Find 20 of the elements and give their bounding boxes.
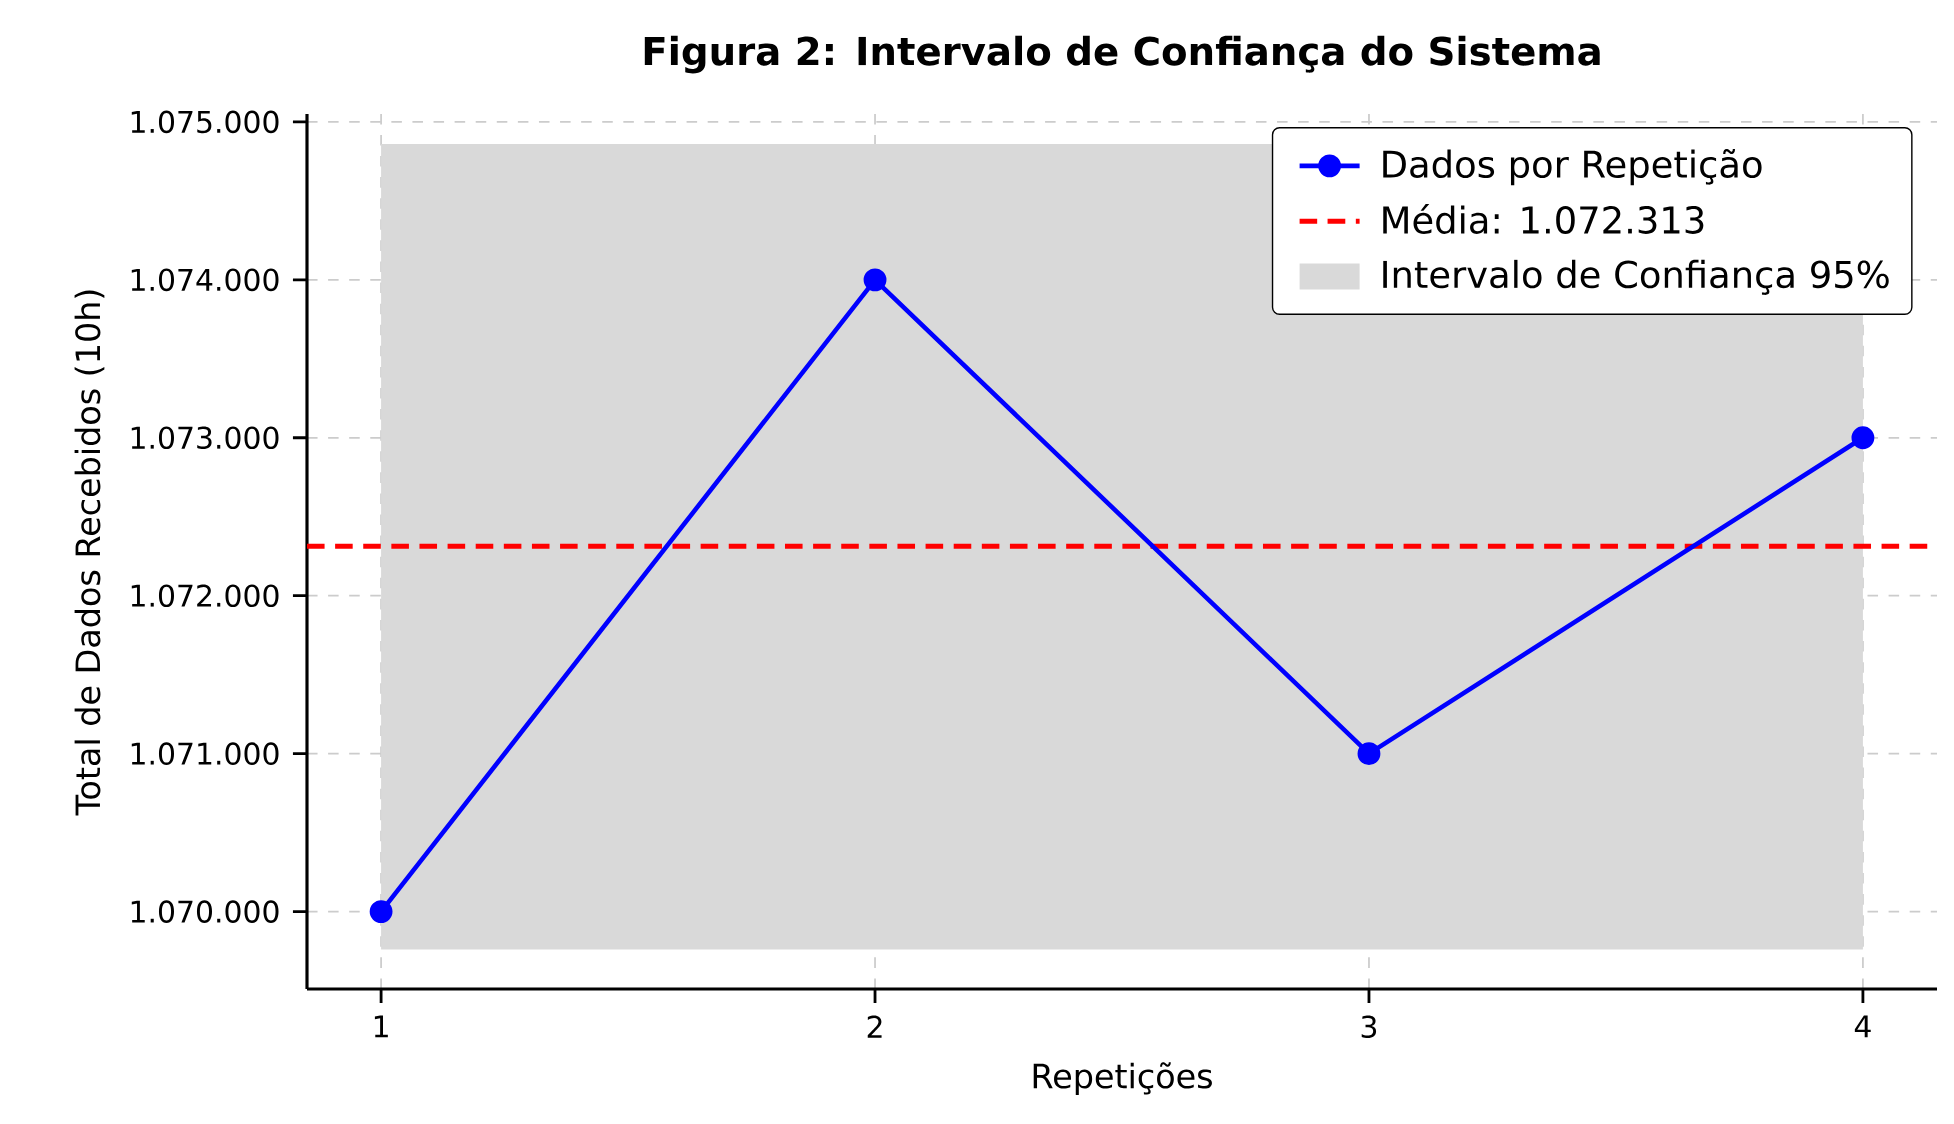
y-tick-label: 1.071.000 — [131, 742, 279, 765]
y-tick-label: 1.074.000 — [131, 268, 279, 292]
y-tick-label: 1.070.000 — [131, 900, 279, 923]
point — [863, 268, 887, 292]
x-tick-label: 4 — [1854, 1015, 1871, 1038]
point — [1851, 426, 1875, 450]
y-tick-label: 1.073.000 — [131, 426, 279, 450]
chart-title: Figura 2: Intervalo de Confiança do Sistema — [644, 35, 1600, 74]
x-tick-label: 3 — [1361, 1015, 1377, 1039]
point — [369, 900, 393, 924]
point — [1357, 742, 1381, 766]
x-tick-label: 2 — [867, 1015, 882, 1038]
x-axis-title: Repetições — [1033, 1062, 1212, 1096]
legend-label: Média: 1.072.313 — [1383, 203, 1704, 234]
y-tick-label: 1.072.000 — [131, 584, 279, 608]
band-label: Intervalo de Confiança 95% — [1383, 259, 1889, 295]
x-tick-label: 1 — [374, 1015, 388, 1038]
y-axis-title: Total de Dados Recebidos (10h) — [74, 290, 105, 816]
legend-label: Dados por Repetição — [1383, 148, 1762, 186]
y-tick-label: 1.075.000 — [131, 110, 279, 134]
